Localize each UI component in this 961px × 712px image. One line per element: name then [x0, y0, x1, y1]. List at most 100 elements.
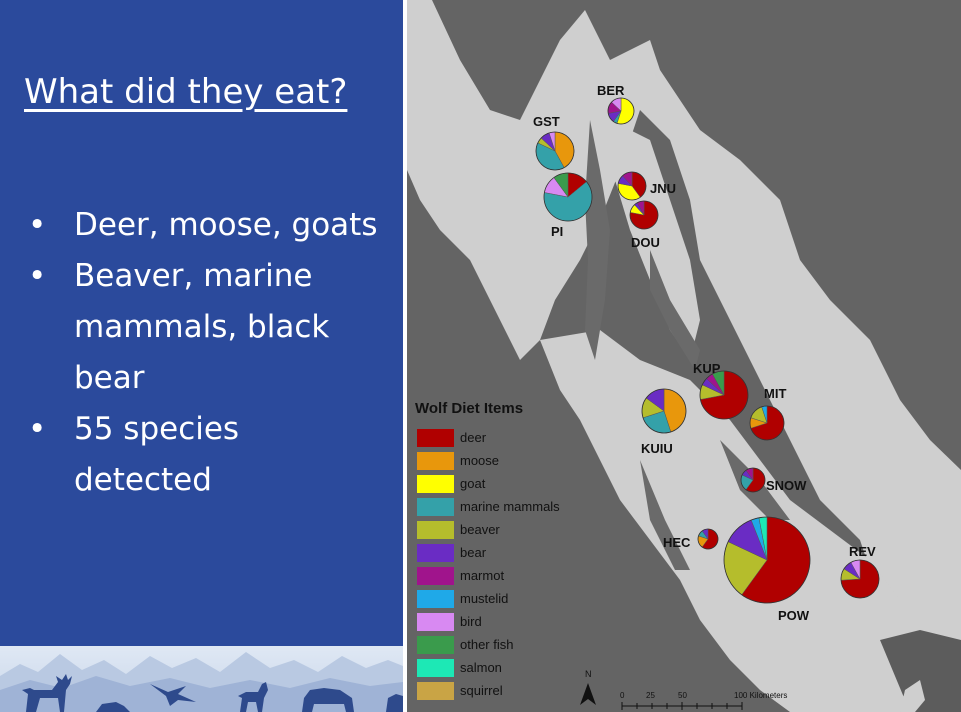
legend-swatch	[417, 658, 454, 677]
site-label-pi: PI	[551, 224, 563, 239]
bullet-text: Deer, moose, goats	[74, 207, 378, 243]
legend-item-moose: moose	[415, 449, 590, 472]
scale-bar: 0 25 50 100 Kilometers	[620, 691, 787, 710]
pie-pi	[543, 172, 593, 222]
legend-label: other fish	[460, 637, 514, 652]
legend-label: marine mammals	[460, 499, 560, 514]
bullet-icon: •	[28, 207, 47, 243]
legend-swatch	[417, 589, 454, 608]
pie-outline	[697, 528, 719, 550]
site-label-kuiu: KUIU	[641, 441, 673, 456]
pie-mit	[749, 405, 785, 441]
southeast-alaska-map: BER GST PI JNU DOU KUP MIT KUIU SNOW HEC…	[407, 0, 961, 712]
legend-label: bird	[460, 614, 482, 629]
legend-item-beaver: beaver	[415, 518, 590, 541]
island-landmass	[900, 680, 925, 712]
pie-outline	[699, 370, 749, 420]
legend-label: beaver	[460, 522, 500, 537]
site-label-jnu: JNU	[650, 181, 676, 196]
diet-legend: Wolf Diet Items deer moose goat marine m…	[415, 400, 590, 702]
mainland-landmass	[880, 630, 961, 712]
site-label-snow: SNOW	[766, 478, 807, 493]
pie-kup	[699, 370, 749, 420]
pie-outline	[607, 97, 635, 125]
island-landmass	[540, 330, 930, 712]
slide-text-panel: What did they eat? • Deer, moose, goats •…	[0, 0, 403, 712]
pie-pow	[723, 516, 811, 604]
north-label: N	[585, 669, 592, 679]
site-label-rev: REV	[849, 544, 876, 559]
legend-item-marine-mammals: marine mammals	[415, 495, 590, 518]
pie-outline	[740, 467, 766, 493]
legend-item-bear: bear	[415, 541, 590, 564]
legend-swatch	[417, 543, 454, 562]
legend-label: goat	[460, 476, 486, 491]
scale-tick-label: 0	[620, 691, 625, 700]
legend-item-deer: deer	[415, 426, 590, 449]
pie-outline	[723, 516, 811, 604]
pie-outline	[617, 171, 647, 201]
bullet-item: • Deer, moose, goats	[24, 200, 384, 251]
legend-swatch	[417, 497, 454, 516]
pie-ber	[607, 97, 635, 125]
legend-item-bird: bird	[415, 610, 590, 633]
site-label-gst: GST	[533, 114, 560, 129]
bullet-item: • Beaver, marine mammals, black bear	[24, 251, 384, 404]
legend-swatch	[417, 520, 454, 539]
bullet-text: Beaver, marine mammals, black bear	[74, 258, 330, 396]
site-label-mit: MIT	[764, 386, 786, 401]
scale-tick-label: 25	[646, 691, 655, 700]
legend-label: marmot	[460, 568, 505, 583]
wildlife-banner-image	[0, 646, 403, 712]
pie-outline	[749, 405, 785, 441]
legend-label: moose	[460, 453, 500, 468]
slide-title: What did they eat?	[24, 72, 348, 112]
scale-tick-label: 50	[678, 691, 687, 700]
legend-item-marmot: marmot	[415, 564, 590, 587]
pie-snow	[740, 467, 766, 493]
legend-title: Wolf Diet Items	[415, 400, 524, 417]
legend-label: squirrel	[460, 683, 503, 698]
pie-outline	[535, 131, 575, 171]
site-labels: BER GST PI JNU DOU KUP MIT KUIU SNOW HEC…	[533, 83, 876, 623]
site-label-ber: BER	[597, 83, 625, 98]
legend-item-mustelid: mustelid	[415, 587, 590, 610]
site-label-pow: POW	[778, 608, 810, 623]
site-label-kup: KUP	[693, 361, 721, 376]
legend-item-salmon: salmon	[415, 656, 590, 679]
legend-swatch	[417, 612, 454, 631]
bullet-icon: •	[28, 411, 47, 447]
legend-swatch	[417, 566, 454, 585]
pie-rev	[840, 559, 880, 599]
pie-hec	[697, 528, 719, 550]
legend-swatch	[417, 635, 454, 654]
pie-kuiu	[641, 388, 687, 434]
pie-gst	[535, 131, 575, 171]
site-label-dou: DOU	[631, 235, 660, 250]
legend-label: deer	[460, 430, 487, 445]
north-arrow-icon	[580, 683, 596, 705]
north-arrow: N	[580, 669, 596, 705]
bullet-list: • Deer, moose, goats • Beaver, marine mamm…	[24, 200, 384, 506]
scale-tick-label: 100 Kilometers	[734, 691, 787, 700]
legend-item-goat: goat	[415, 472, 590, 495]
legend-label: mustelid	[460, 591, 509, 606]
pie-outline	[840, 559, 880, 599]
pie-outline	[629, 200, 659, 230]
legend-swatch	[417, 428, 454, 447]
pie-jnu	[617, 171, 647, 201]
pie-dou	[629, 200, 659, 230]
legend-swatch	[417, 681, 454, 700]
bullet-item: • 55 species detected	[24, 404, 384, 506]
bullet-text: 55 species detected	[74, 411, 240, 498]
legend-swatch	[417, 474, 454, 493]
legend-label: salmon	[460, 660, 502, 675]
legend-item-squirrel: squirrel	[415, 679, 590, 702]
site-label-hec: HEC	[663, 535, 691, 550]
bullet-icon: •	[28, 258, 47, 294]
panel-divider	[403, 0, 407, 712]
pie-outline	[543, 172, 593, 222]
legend-item-other-fish: other fish	[415, 633, 590, 656]
legend-label: bear	[460, 545, 487, 560]
pie-outline	[641, 388, 687, 434]
